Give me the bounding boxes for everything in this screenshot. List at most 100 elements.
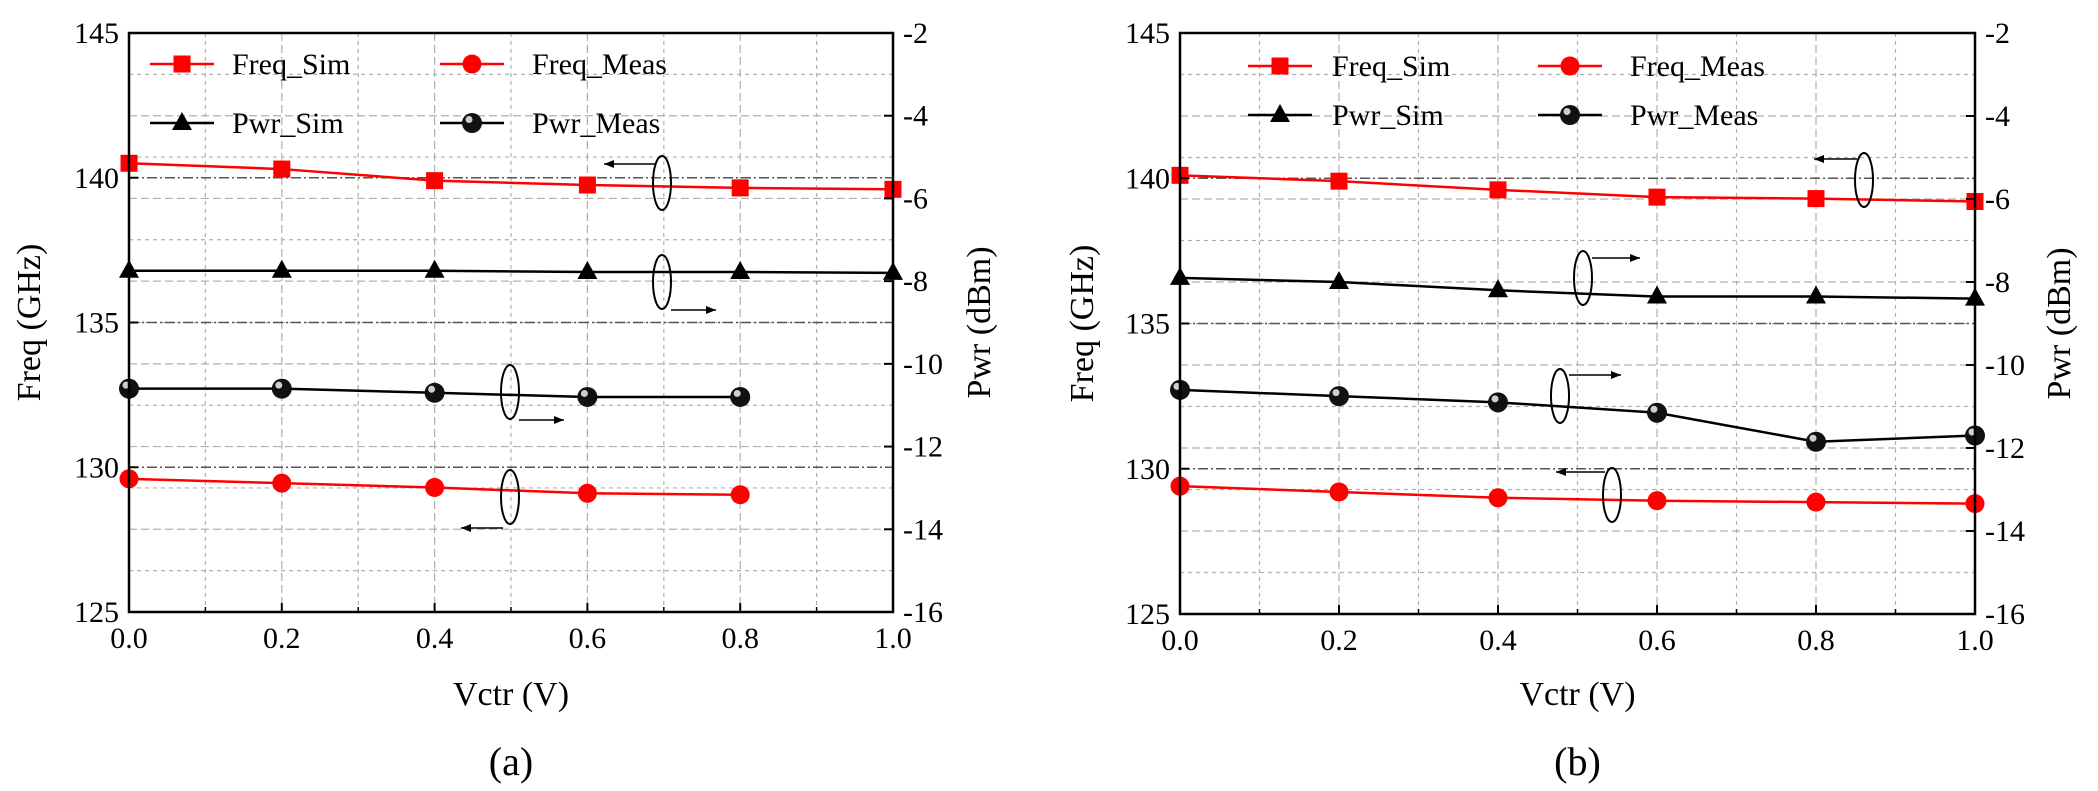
arrow-head — [554, 416, 564, 424]
y-right-tick-label: -14 — [1985, 515, 2025, 548]
data-point — [1488, 392, 1508, 413]
y-left-tick-label: 140 — [1125, 162, 1170, 195]
y-right-tick-label: -8 — [1985, 266, 2010, 299]
y-left-tick-label: 140 — [74, 162, 119, 195]
x-tick-label: 0.4 — [416, 622, 454, 655]
y-left-tick-label: 130 — [74, 451, 119, 484]
legend-label: Freq_Meas — [532, 48, 667, 81]
y-right-tick-label: -12 — [903, 431, 943, 464]
legend-label: Pwr_Meas — [532, 107, 660, 140]
series-pwr-sim — [1170, 266, 1985, 306]
annotation-ellipse — [1854, 152, 1874, 208]
annotation-freq-meas — [1556, 467, 1622, 523]
y-right-tick-label: -4 — [903, 100, 928, 133]
y-right-tick-label: -14 — [903, 513, 943, 546]
legend-item-pwr-sim: Pwr_Sim — [150, 107, 344, 140]
x-tick-label: 1.0 — [1956, 624, 1994, 657]
legend-label: Freq_Sim — [1332, 50, 1450, 83]
series-freq-sim — [1171, 166, 1984, 210]
x-tick-label: 0.6 — [569, 622, 607, 655]
y-axis-right-label: Pwr (dBm) — [961, 246, 998, 398]
x-axis: 0.0 0.2 0.4 0.6 0.8 1.0 — [1161, 605, 1994, 657]
data-point — [1648, 188, 1666, 206]
panel-label: (a) — [489, 739, 533, 784]
legend-marker — [1560, 105, 1580, 125]
x-tick-label: 0.8 — [1797, 624, 1835, 657]
y-right-tick-label: -2 — [1985, 17, 2010, 50]
legend-label: Pwr_Meas — [1630, 99, 1758, 132]
legend-item-pwr-sim: Pwr_Sim — [1248, 99, 1444, 132]
data-point — [1329, 386, 1349, 407]
y-left-tick-label: 125 — [74, 596, 119, 629]
annotation-ellipse — [652, 254, 672, 310]
y-left-tick-label: 145 — [1125, 17, 1170, 50]
y-axis-left: 125 130 135 140 145 — [74, 17, 138, 629]
y-right-tick-label: -12 — [1985, 432, 2025, 465]
arrow-head — [706, 306, 716, 314]
x-tick-label: 0.6 — [1638, 624, 1676, 657]
y-right-tick-label: -10 — [1985, 349, 2025, 382]
legend-item-pwr-meas: Pwr_Meas — [440, 107, 660, 140]
data-point — [271, 259, 292, 278]
y-left-tick-label: 125 — [1125, 598, 1170, 631]
data-point — [1647, 402, 1667, 423]
series-layer — [1170, 166, 1985, 514]
y-axis-left: 125 130 135 140 145 — [1125, 17, 1189, 631]
data-point — [1806, 492, 1826, 512]
data-point — [1330, 172, 1348, 190]
y-axis-left-label: Freq (GHz) — [11, 244, 48, 402]
annotation-freq-sim — [1814, 152, 1874, 208]
data-point — [730, 386, 751, 407]
y-right-tick-label: -2 — [903, 17, 928, 50]
data-point — [577, 261, 598, 280]
y-left-tick-label: 130 — [1125, 453, 1170, 486]
arrow-head — [604, 160, 614, 168]
data-point — [578, 176, 596, 194]
annotation-ellipse — [652, 155, 672, 211]
series-freq-sim — [120, 154, 902, 198]
x-tick-label: 0.0 — [110, 622, 148, 655]
data-point — [577, 483, 597, 503]
annotations — [1550, 152, 1874, 523]
data-point — [1329, 271, 1349, 289]
grid — [1180, 33, 1975, 614]
legend-item-freq-meas: Freq_Meas — [1538, 50, 1765, 83]
legend-label: Pwr_Sim — [232, 107, 344, 140]
legend-label: Freq_Sim — [232, 48, 350, 81]
data-point — [424, 259, 445, 278]
arrow-head — [1556, 468, 1566, 476]
legend-item-freq-sim: Freq_Sim — [1248, 50, 1450, 83]
legend-item-freq-meas: Freq_Meas — [440, 48, 667, 81]
annotation-pwr-meas — [1550, 368, 1621, 424]
data-point — [1488, 488, 1508, 508]
y-left-tick-label: 135 — [74, 307, 119, 340]
legend-marker — [462, 113, 482, 133]
legend-label: Pwr_Sim — [1332, 99, 1444, 132]
data-point — [1488, 279, 1508, 298]
annotation-pwr-sim — [1573, 250, 1640, 306]
legend-marker — [1270, 104, 1290, 122]
series-pwr-meas — [119, 378, 751, 407]
y-left-tick-label: 135 — [1125, 308, 1170, 341]
series-line — [1179, 388, 1976, 444]
x-axis-label: Vctr (V) — [1519, 676, 1635, 713]
y-axis-right: -16 -14 -12 -10 -8 -6 -4 -2 — [1966, 17, 2025, 631]
annotation-ellipse — [500, 469, 520, 525]
data-point — [425, 478, 445, 498]
data-point — [1807, 190, 1825, 208]
x-tick-label: 0.0 — [1161, 624, 1199, 657]
annotation-ellipse — [1550, 368, 1570, 424]
data-point — [1329, 482, 1349, 502]
annotations — [461, 155, 716, 532]
y-right-tick-label: -16 — [903, 596, 943, 629]
data-point — [271, 378, 292, 399]
y-right-tick-label: -4 — [1985, 100, 2010, 133]
annotation-pwr-meas — [500, 364, 564, 424]
y-right-tick-label: -16 — [1985, 598, 2025, 631]
x-axis-label: Vctr (V) — [453, 676, 569, 713]
data-point — [730, 485, 750, 505]
legend-marker — [172, 112, 192, 130]
data-point — [1647, 491, 1667, 511]
